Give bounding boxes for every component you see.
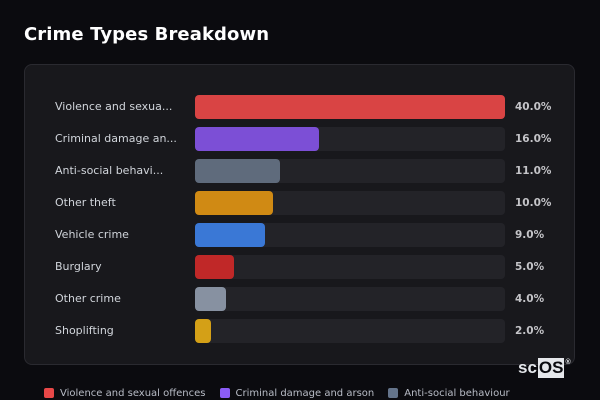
bar-row: Shoplifting 2.0%	[25, 319, 574, 343]
bar-label: Other theft	[55, 196, 116, 209]
registered-mark-icon: ®	[565, 359, 571, 366]
legend-item[interactable]: Anti-social behaviour	[388, 387, 510, 399]
chart-title: Crime Types Breakdown	[24, 24, 270, 45]
bar-track	[195, 255, 505, 279]
bar-value: 16.0%	[515, 133, 552, 145]
bar-fill[interactable]	[195, 191, 273, 215]
bar-track	[195, 223, 505, 247]
bar-fill[interactable]	[195, 127, 319, 151]
legend-swatch-icon	[219, 388, 230, 398]
bar-label: Other crime	[55, 292, 121, 305]
bar-row: Vehicle crime 9.0%	[25, 223, 574, 247]
bar-track	[195, 287, 505, 311]
bar-value: 4.0%	[515, 293, 545, 305]
bar-track	[195, 159, 505, 183]
bar-fill[interactable]	[195, 223, 265, 247]
bar-value: 9.0%	[515, 229, 545, 241]
scos-logo: sc OS ®	[518, 358, 571, 378]
bar-value: 2.0%	[515, 325, 545, 337]
legend-label: Anti-social behaviour	[404, 387, 510, 399]
bar-fill[interactable]	[195, 255, 234, 279]
chart-legend: Violence and sexual offences Criminal dam…	[44, 386, 524, 400]
bar-label: Anti-social behavi...	[55, 164, 164, 177]
bar-label: Burglary	[55, 260, 102, 273]
bar-label: Violence and sexua...	[55, 100, 173, 113]
legend-label: Violence and sexual offences	[60, 387, 206, 399]
bar-track	[195, 191, 505, 215]
logo-highlight: OS	[537, 358, 565, 378]
legend-item[interactable]: Criminal damage and arson	[219, 387, 375, 399]
bar-track	[195, 127, 505, 151]
logo-prefix: sc	[518, 358, 537, 377]
bar-value: 11.0%	[515, 165, 552, 177]
bar-track	[195, 95, 505, 119]
bar-row: Violence and sexua... 40.0%	[25, 95, 574, 119]
legend-label: Criminal damage and arson	[235, 387, 375, 399]
bar-label: Vehicle crime	[55, 228, 129, 241]
chart-panel: Violence and sexua... 40.0% Criminal damag…	[24, 64, 575, 365]
bar-fill[interactable]	[195, 159, 281, 183]
bar-row: Other theft 10.0%	[25, 191, 574, 215]
bar-label: Shoplifting	[55, 324, 114, 337]
bar-row: Other crime 4.0%	[25, 287, 574, 311]
legend-swatch-icon	[44, 388, 54, 398]
bar-value: 10.0%	[515, 197, 552, 209]
bar-fill[interactable]	[195, 287, 226, 311]
legend-item[interactable]: Violence and sexual offences	[44, 388, 206, 399]
bar-fill[interactable]	[195, 319, 211, 343]
bar-row: Anti-social behavi... 11.0%	[25, 159, 574, 183]
legend-swatch-icon	[388, 388, 399, 398]
bar-value: 5.0%	[515, 261, 545, 273]
bar-value: 40.0%	[515, 101, 552, 113]
bar-row: Criminal damage an... 16.0%	[25, 127, 574, 151]
bar-row: Burglary 5.0%	[25, 255, 574, 279]
bar-label: Criminal damage an...	[55, 132, 177, 145]
bar-fill[interactable]	[195, 95, 505, 119]
bar-track	[195, 319, 505, 343]
